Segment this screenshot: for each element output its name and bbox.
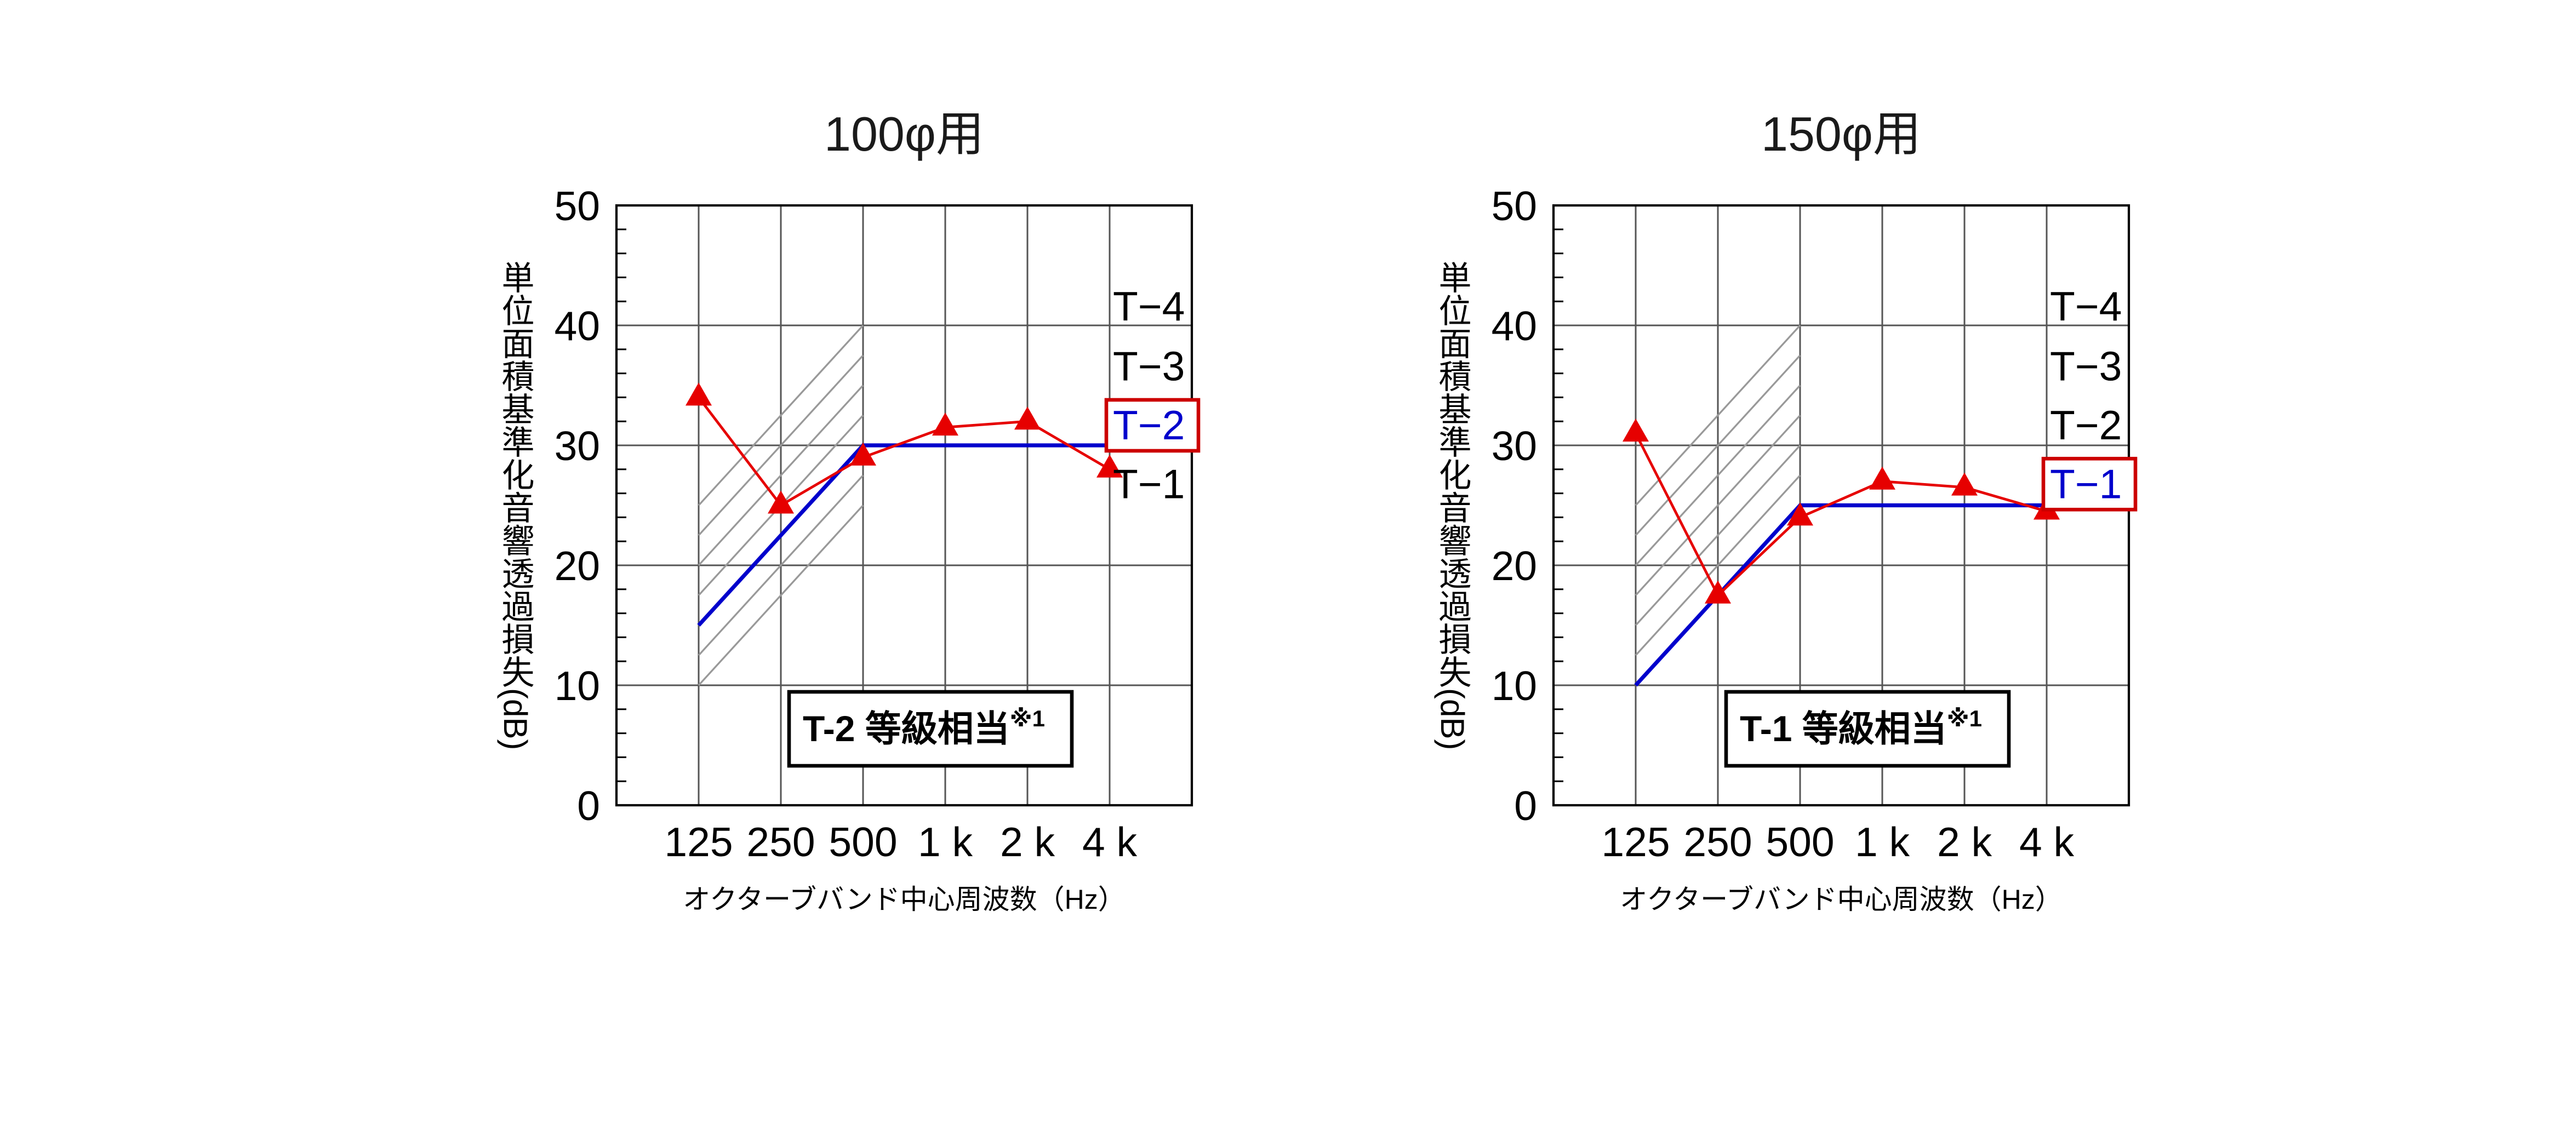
grade-annotation-box bbox=[787, 690, 1074, 768]
y-tick-label: 0 bbox=[577, 783, 600, 829]
y-tick-label: 20 bbox=[1492, 543, 1537, 589]
y-axis-title: 単位面積基準化音響透過損失(dB) bbox=[497, 260, 534, 750]
triangle-marker bbox=[1096, 454, 1123, 478]
plot-border bbox=[615, 204, 1193, 807]
x-tick-label: 1 k bbox=[918, 819, 973, 865]
y-tick-label: 50 bbox=[555, 183, 600, 229]
y-tick-labels: 0 10 20 30 40 50 bbox=[555, 183, 600, 829]
grade-label-t2: T−2 bbox=[2050, 402, 2122, 448]
y-tick-label: 10 bbox=[1492, 663, 1537, 709]
chart-title: 150φ用 bbox=[1761, 107, 1921, 161]
triangle-marker bbox=[1623, 419, 1649, 442]
series-measured bbox=[1634, 433, 2047, 598]
x-tick-label: 2 k bbox=[1000, 819, 1055, 865]
chart-plot-area: 0 10 20 30 40 50 125 250 500 1 k 2 k 4 k T−4 T−3 T−2 T−… bbox=[555, 183, 1201, 865]
triangle-marker bbox=[686, 382, 712, 406]
y-axis-title: 単位面積基準化音響透過損失(dB) bbox=[1434, 260, 1471, 750]
grade-label-t3: T−3 bbox=[1113, 343, 1185, 389]
grade-label-t2-highlight-box bbox=[1104, 398, 1201, 453]
grade-annotation: T-2 等級相当※1 bbox=[787, 690, 1074, 768]
x-tick-label: 4 k bbox=[1082, 819, 1138, 865]
x-tick-label: 125 bbox=[1601, 819, 1670, 865]
y-tick-label: 0 bbox=[1514, 783, 1537, 829]
triangle-marker bbox=[932, 412, 958, 436]
grade-annotation-box bbox=[1724, 690, 2011, 768]
y-tick-label: 30 bbox=[1492, 423, 1537, 469]
x-axis-title: オクターブバンド中心周波数（Hz） bbox=[1620, 884, 2063, 915]
x-tick-label: 250 bbox=[1683, 819, 1752, 865]
x-tick-label: 125 bbox=[664, 819, 733, 865]
triangle-marker bbox=[768, 490, 794, 514]
y-tick-label: 40 bbox=[1492, 303, 1537, 349]
y-tick-label: 20 bbox=[555, 543, 600, 589]
y-tick-label: 30 bbox=[555, 423, 600, 469]
x-tick-label: 500 bbox=[1766, 819, 1834, 865]
triangle-marker bbox=[1787, 502, 1813, 526]
grade-label-t1-highlight-box bbox=[2041, 456, 2138, 512]
x-tick-label: 500 bbox=[829, 819, 897, 865]
x-axis-title: オクターブバンド中心周波数（Hz） bbox=[683, 884, 1126, 915]
y-minor-ticks bbox=[1553, 228, 1563, 782]
series-measured bbox=[698, 396, 1111, 507]
series-grade-line-t1 bbox=[1634, 503, 2047, 687]
grade-label-t4: T−4 bbox=[1113, 283, 1185, 329]
chart-plot-area: 0 10 20 30 40 50 125 250 500 1 k 2 k 4 k T−4 T−3 T−2 T−… bbox=[1492, 183, 2138, 865]
grade-label-t3: T−3 bbox=[2050, 343, 2122, 389]
triangle-marker bbox=[1869, 466, 1895, 490]
y-tick-labels: 0 10 20 30 40 50 bbox=[1492, 183, 1537, 829]
y-tick-label: 50 bbox=[1492, 183, 1537, 229]
triangle-marker bbox=[1705, 580, 1731, 604]
triangle-marker bbox=[850, 442, 876, 466]
grade-annotation-text: T-2 等級相当※1 bbox=[803, 706, 1045, 749]
triangle-marker bbox=[1014, 406, 1041, 430]
chart-150phi: 150φ用 単位面積基準化音響透過損失(dB) オクターブバンド中心周波数（Hz… bbox=[1397, 66, 2219, 986]
x-tick-label: 2 k bbox=[1937, 819, 1992, 865]
y-tick-label: 40 bbox=[555, 303, 600, 349]
grade-label-t1: T−1 bbox=[2050, 461, 2122, 507]
series-grade-line-t2 bbox=[697, 443, 1110, 627]
x-tick-label: 1 k bbox=[1855, 819, 1910, 865]
x-tick-label: 250 bbox=[746, 819, 815, 865]
grade-label-t4: T−4 bbox=[2050, 283, 2122, 329]
x-tick-label: 4 k bbox=[2019, 819, 2075, 865]
chart-100phi: 100φ用 単位面積基準化音響透過損失(dB) オクターブバンド中心周波数（Hz… bbox=[460, 66, 1282, 986]
grade-annotation: T-1 等級相当※1 bbox=[1724, 690, 2011, 768]
y-tick-label: 10 bbox=[555, 663, 600, 709]
x-tick-labels: 125 250 500 1 k 2 k 4 k bbox=[664, 819, 1137, 865]
grade-label-t1: T−1 bbox=[1113, 461, 1185, 507]
series-measured-markers bbox=[686, 382, 1123, 514]
grade-annotation-text: T-1 等級相当※1 bbox=[1740, 706, 1982, 749]
chart-title: 100φ用 bbox=[824, 107, 984, 161]
x-tick-labels: 125 250 500 1 k 2 k 4 k bbox=[1601, 819, 2074, 865]
grade-label-t2: T−2 bbox=[1113, 402, 1185, 448]
triangle-marker bbox=[1951, 472, 1978, 496]
y-minor-ticks bbox=[616, 228, 626, 782]
